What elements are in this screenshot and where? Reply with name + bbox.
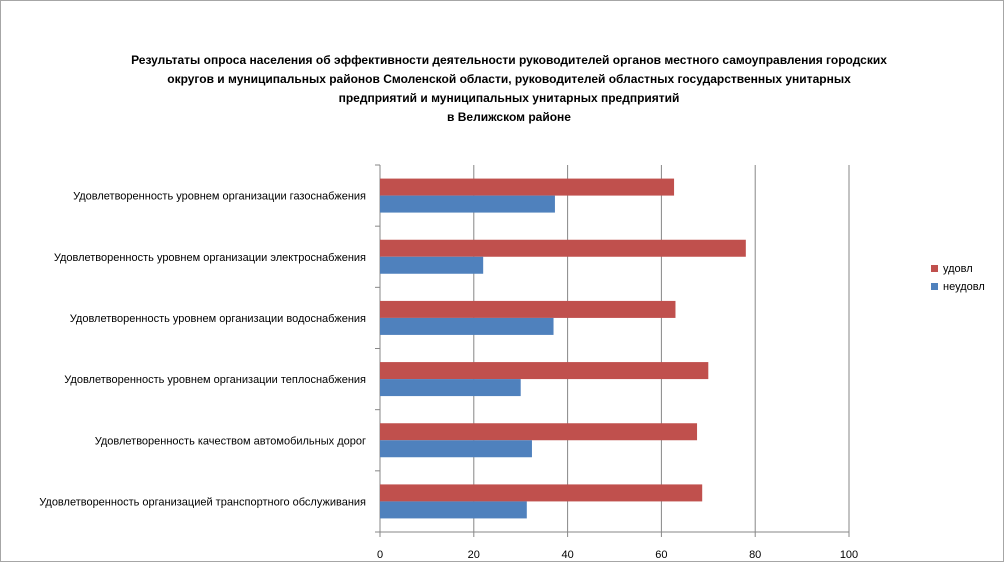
category-label-5: Удовлетворенность организацией транспорт… [39, 496, 366, 508]
category-label-3: Удовлетворенность уровнем организации те… [64, 374, 366, 386]
bar-неудовл-2 [380, 317, 554, 335]
category-label-4: Удовлетворенность качеством автомобильны… [95, 435, 366, 447]
legend-label-удовл: удовл [943, 263, 973, 275]
bar-неудовл-5 [380, 501, 527, 519]
bar-удовл-3 [380, 362, 709, 380]
category-label-0: Удовлетворенность уровнем организации га… [73, 191, 366, 203]
chart-title-line-2: округов и муниципальных районов Смоленск… [167, 72, 851, 86]
chart-title-line-1: Результаты опроса населения об эффективн… [131, 53, 887, 67]
bar-неудовл-0 [380, 195, 555, 213]
bar-неудовл-1 [380, 256, 484, 274]
bar-удовл-5 [380, 484, 703, 502]
x-tick-label-60: 60 [655, 549, 667, 561]
bar-неудовл-4 [380, 440, 532, 458]
chart-title: Результаты опроса населения об эффективн… [81, 51, 937, 127]
bar-неудовл-3 [380, 379, 521, 397]
legend-swatch-удовл [931, 265, 938, 272]
x-tick-label-20: 20 [468, 549, 480, 561]
chart-title-line-4: в Велижском районе [447, 110, 571, 124]
chart-title-line-3: предприятий и муниципальных унитарных пр… [338, 91, 680, 105]
legend-label-неудовл: неудовл [943, 281, 985, 293]
category-label-2: Удовлетворенность уровнем организации во… [70, 313, 366, 325]
x-tick-label-40: 40 [561, 549, 573, 561]
bar-удовл-4 [380, 423, 698, 441]
x-tick-label-0: 0 [377, 549, 383, 561]
category-label-1: Удовлетворенность уровнем организации эл… [54, 252, 366, 264]
x-tick-label-100: 100 [840, 549, 858, 561]
x-tick-label-80: 80 [749, 549, 761, 561]
bar-удовл-0 [380, 178, 675, 196]
bar-удовл-2 [380, 300, 676, 318]
legend-swatch-неудовл [931, 283, 938, 290]
bar-удовл-1 [380, 239, 746, 257]
